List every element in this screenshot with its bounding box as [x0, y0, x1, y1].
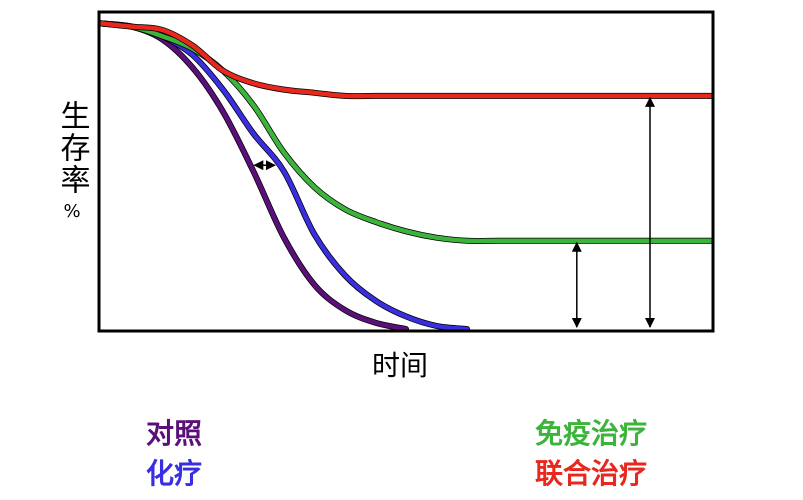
- legend-item-immuno: 免疫治疗: [535, 417, 648, 450]
- series-line-outline-combo: [98, 20, 714, 100]
- legend-item-control: 对照: [146, 417, 203, 450]
- y-axis-label: 生存率 %: [52, 100, 92, 222]
- legend-item-combo: 联合治疗: [535, 457, 648, 490]
- series-line-outline-chemo: [98, 20, 470, 332]
- y-axis-unit: %: [63, 201, 81, 222]
- x-axis-title: 时间: [371, 349, 428, 382]
- series-line-control: [98, 21, 409, 332]
- legend-item-chemo: 化疗: [146, 457, 203, 490]
- series-line-combo: [98, 21, 714, 99]
- series-layer: [98, 20, 714, 332]
- annotation-layer: [253, 96, 655, 328]
- plot-frame: [97, 10, 715, 333]
- y-axis-title: 生存率: [54, 100, 90, 196]
